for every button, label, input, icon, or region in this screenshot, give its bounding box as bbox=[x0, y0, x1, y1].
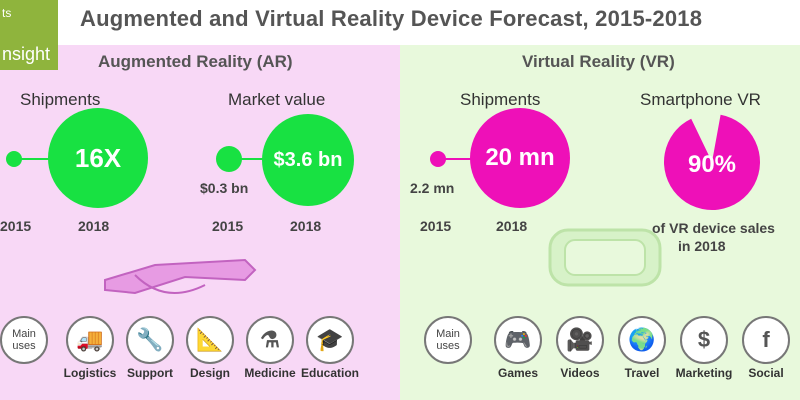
facebook-icon: f bbox=[742, 316, 790, 364]
vr-smartphone-pie-slice bbox=[664, 114, 760, 210]
vr-shipments-year-end: 2018 bbox=[496, 218, 528, 234]
ar-shipments-dot-2015 bbox=[6, 151, 22, 167]
vr-section-title: Virtual Reality (VR) bbox=[522, 52, 675, 71]
truck-icon-glyph: 🚚 bbox=[76, 327, 104, 352]
ar-shipments-label: Shipments bbox=[20, 90, 101, 109]
ar-use-label: Support bbox=[127, 366, 173, 380]
truck-icon: 🚚 bbox=[66, 316, 114, 364]
globe-icon-glyph: 🌍 bbox=[628, 327, 656, 352]
vr-smartphone-caption-line1: of VR device sales bbox=[652, 220, 775, 236]
ar-glasses-illustration bbox=[104, 258, 257, 295]
logo-text-bottom: nsight bbox=[2, 44, 51, 64]
flask-icon: ⚗ bbox=[246, 316, 294, 364]
video-camera-icon-glyph: 🎥 bbox=[566, 327, 594, 352]
facebook-icon-glyph: f bbox=[762, 327, 770, 352]
ar-shipments-connector bbox=[14, 158, 54, 160]
vr-shipments-start-value: 2.2 mn bbox=[410, 180, 455, 196]
vr-headset-illustration bbox=[548, 228, 662, 287]
vr-use-label: Games bbox=[497, 366, 539, 380]
ar-market-connector bbox=[228, 158, 268, 160]
logo-text-top: ts bbox=[2, 6, 12, 20]
ar-main-uses-badge: Main uses bbox=[0, 316, 48, 364]
vr-smartphone-caption-line2: in 2018 bbox=[678, 238, 726, 254]
mortarboard-icon-glyph: 🎓 bbox=[316, 327, 344, 352]
dollar-icon-glyph: $ bbox=[697, 327, 711, 352]
ar-use-label: Design bbox=[189, 366, 231, 380]
globe-icon: 🌍 bbox=[618, 316, 666, 364]
gamepad-icon-glyph: 🎮 bbox=[504, 327, 532, 352]
ar-shipments-year-start: 2015 bbox=[0, 218, 32, 234]
ar-section-title: Augmented Reality (AR) bbox=[98, 52, 293, 71]
ar-market-dot-2015 bbox=[216, 146, 242, 172]
ar-shipments-circle: 16X bbox=[48, 108, 148, 208]
ar-market-year-end: 2018 bbox=[290, 218, 322, 234]
vr-shipments-dot-2015 bbox=[430, 151, 446, 167]
wrench-icon: 🔧 bbox=[126, 316, 174, 364]
vr-use-label: Marketing bbox=[675, 366, 733, 380]
logo: ts nsight bbox=[0, 0, 58, 70]
vr-shipments-year-start: 2015 bbox=[420, 218, 452, 234]
ar-market-circle: $3.6 bn bbox=[262, 114, 354, 206]
vr-smartphone-pie bbox=[664, 114, 760, 210]
ar-use-label: Medicine bbox=[244, 366, 296, 380]
vr-use-label: Travel bbox=[624, 366, 660, 380]
vr-shipments-circle: 20 mn bbox=[470, 108, 570, 208]
video-camera-icon: 🎥 bbox=[556, 316, 604, 364]
drafting-icon-glyph: 📐 bbox=[196, 327, 224, 352]
dollar-icon: $ bbox=[680, 316, 728, 364]
ar-market-year-start: 2015 bbox=[212, 218, 244, 234]
vr-shipments-connector bbox=[436, 158, 476, 160]
ar-shipments-year-end: 2018 bbox=[78, 218, 110, 234]
ar-use-label: Logistics bbox=[63, 366, 117, 380]
gamepad-icon: 🎮 bbox=[494, 316, 542, 364]
mortarboard-icon: 🎓 bbox=[306, 316, 354, 364]
vr-main-uses-badge: Main uses bbox=[424, 316, 472, 364]
vr-smartphone-label: Smartphone VR bbox=[640, 90, 761, 109]
vr-use-label: Social bbox=[748, 366, 784, 380]
ar-market-label: Market value bbox=[228, 90, 326, 109]
drafting-icon: 📐 bbox=[186, 316, 234, 364]
vr-shipments-label: Shipments bbox=[460, 90, 541, 109]
ar-use-label: Education bbox=[300, 366, 360, 380]
wrench-icon-glyph: 🔧 bbox=[136, 327, 164, 352]
vr-smartphone-value: 90% bbox=[687, 151, 737, 178]
ar-market-start-value: $0.3 bn bbox=[200, 180, 249, 196]
vr-use-label: Videos bbox=[560, 366, 600, 380]
flask-icon-glyph: ⚗ bbox=[260, 327, 280, 352]
page-title: Augmented and Virtual Reality Device For… bbox=[80, 6, 703, 31]
